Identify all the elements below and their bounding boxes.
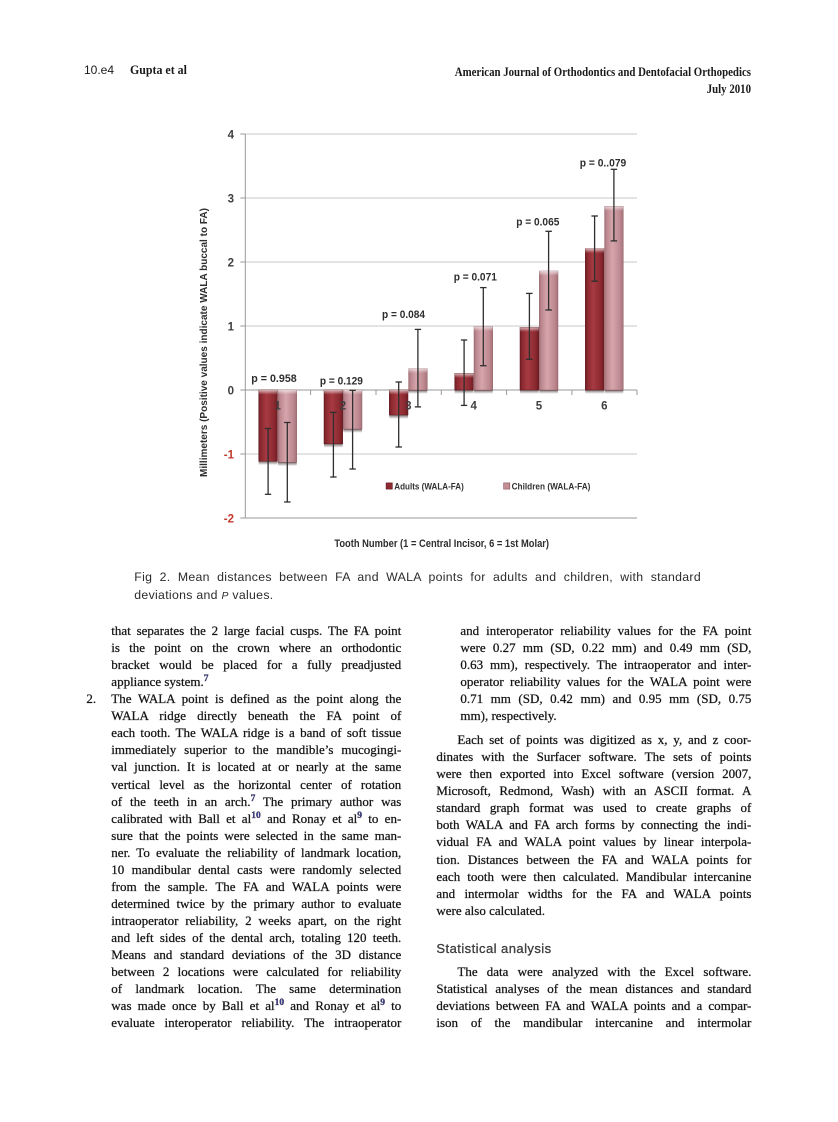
svg-text:4: 4 (228, 129, 235, 141)
svg-text:p = 0.958: p = 0.958 (251, 373, 296, 385)
svg-text:6: 6 (601, 401, 607, 413)
svg-text:p = 0..079: p = 0..079 (580, 158, 627, 170)
svg-text:Children (WALA-FA): Children (WALA-FA) (512, 482, 591, 493)
svg-text:p = 0.129: p = 0.129 (320, 376, 363, 388)
svg-text:3: 3 (228, 193, 234, 205)
svg-text:0: 0 (228, 386, 234, 398)
svg-text:Millimeters (Positive values i: Millimeters (Positive values indicate WA… (198, 208, 210, 477)
svg-text:2: 2 (228, 257, 234, 269)
svg-text:1: 1 (274, 401, 281, 413)
svg-text:Adults (WALA-FA): Adults (WALA-FA) (394, 482, 464, 493)
svg-text:1: 1 (228, 321, 235, 333)
svg-text:-1: -1 (224, 449, 235, 461)
svg-text:p = 0.084: p = 0.084 (382, 309, 426, 321)
svg-text:-2: -2 (224, 513, 234, 525)
svg-text:p = 0.071: p = 0.071 (454, 272, 497, 284)
svg-text:3: 3 (405, 401, 411, 413)
svg-text:2: 2 (340, 401, 346, 413)
svg-text:5: 5 (536, 401, 543, 413)
svg-text:4: 4 (470, 401, 477, 413)
svg-text:p = 0.065: p = 0.065 (516, 217, 559, 229)
svg-text:Tooth Number (1 = Central Inci: Tooth Number (1 = Central Incisor, 6 = 1… (334, 538, 549, 550)
